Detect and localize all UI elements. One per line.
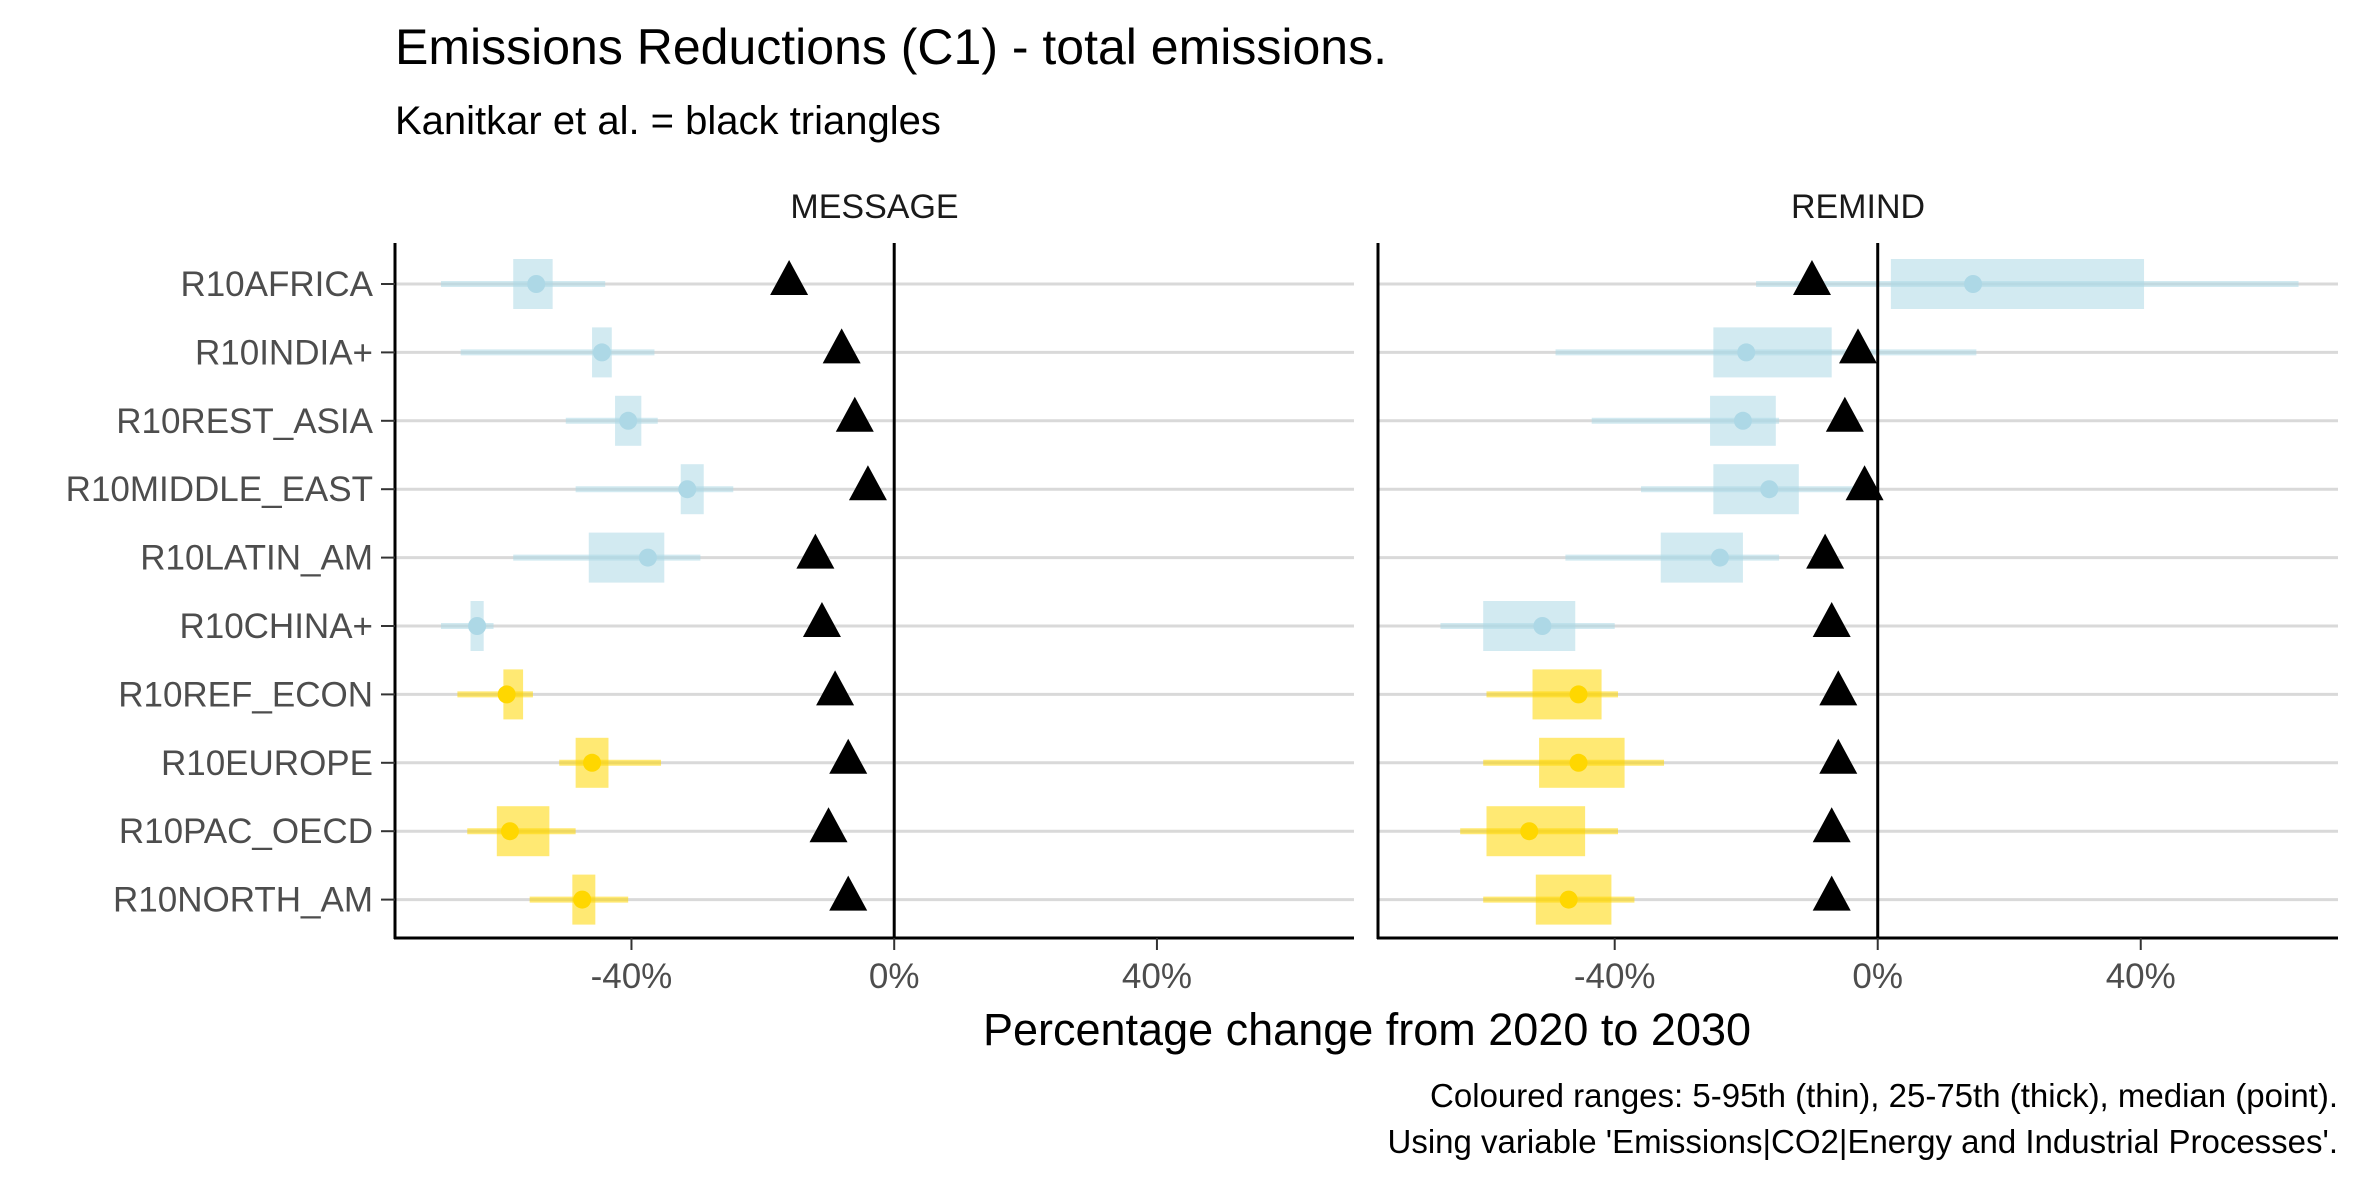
kanitkar-triangle-r10ref-econ [816, 670, 855, 706]
x-tick-label: 0% [869, 957, 920, 996]
caption-line-1: Coloured ranges: 5-95th (thin), 25-75th … [1430, 1077, 2338, 1114]
kanitkar-triangle-r10rest-asia [1825, 396, 1864, 432]
kanitkar-triangle-r10rest-asia [835, 396, 874, 432]
series-r10africa [440, 259, 606, 309]
x-tick-label: 40% [1122, 957, 1192, 996]
series-r10africa [1756, 259, 2299, 309]
median-point [1569, 685, 1588, 704]
kanitkar-triangle-r10china [802, 602, 841, 637]
x-tick-label: -40% [591, 957, 673, 996]
median-point [500, 822, 519, 841]
median-point [527, 275, 546, 293]
kanitkar-triangle-r10north-am [829, 875, 868, 911]
kanitkar-triangle-r10middle-east [1845, 465, 1884, 501]
series-r10europe [559, 737, 662, 788]
series-r10north-am [1483, 874, 1635, 925]
series-r10europe [1483, 737, 1665, 788]
median-point [1710, 548, 1729, 567]
y-tick-label-r10china: R10CHINA+ [179, 607, 373, 646]
kanitkar-triangle-r10pac-oecd [809, 807, 848, 843]
median-point [678, 480, 697, 499]
kanitkar-triangle-r10ref-econ [1819, 670, 1858, 706]
kanitkar-triangle-r10latin-am [1806, 533, 1845, 569]
median-point [497, 685, 516, 704]
median-point [1520, 822, 1539, 841]
series-r10middle-east [575, 464, 734, 515]
x-tick-label: 0% [1852, 957, 1903, 996]
series-r10china [440, 601, 494, 651]
series-r10india [460, 327, 655, 378]
y-tick-label-r10pac-oecd: R10PAC_OECD [119, 812, 373, 851]
y-tick-label-r10europe: R10EUROPE [161, 744, 373, 783]
kanitkar-triangle-r10europe [829, 738, 868, 774]
series-r10ref-econ [457, 669, 533, 720]
x-tick-label: 40% [2106, 957, 2176, 996]
series-r10china [1440, 601, 1615, 651]
median-point [1760, 480, 1779, 499]
x-axis-label: Percentage change from 2020 to 2030 [983, 1004, 1751, 1055]
series-r10latin-am [513, 532, 701, 583]
range-25-75 [1713, 464, 1799, 515]
series-r10india [1555, 327, 1977, 378]
range-25-75 [1713, 327, 1832, 378]
y-tick-label-r10ref-econ: R10REF_ECON [118, 675, 373, 714]
y-axis: R10AFRICA R10INDIA+ R10REST_ASIA R10MIDDLE_… [66, 265, 395, 920]
x-tick-label: -40% [1574, 957, 1656, 996]
facet-message: MESSAGE -40% 0% 40% [393, 188, 1354, 996]
facet-label-message: MESSAGE [790, 188, 958, 226]
kanitkar-triangle-r10europe [1819, 738, 1858, 774]
kanitkar-triangle-r10africa [1792, 260, 1831, 295]
series-r10rest-asia [1591, 395, 1780, 446]
median-point [1964, 275, 1983, 293]
y-tick-label-r10india: R10INDIA+ [195, 333, 373, 372]
median-point [1533, 617, 1552, 635]
range-25-75 [1890, 259, 2145, 309]
median-point [619, 411, 638, 430]
facet-remind: REMIND -40% 0% 40% [1376, 188, 2338, 996]
median-point [468, 617, 487, 635]
chart-subtitle: Kanitkar et al. = black triangles [395, 99, 941, 143]
kanitkar-triangle-r10africa [770, 260, 809, 295]
kanitkar-triangle-r10north-am [1812, 875, 1851, 911]
median-point [1569, 753, 1588, 772]
series-r10rest-asia [565, 395, 658, 446]
y-tick-label-r10africa: R10AFRICA [180, 265, 373, 304]
y-tick-label-r10middle-east: R10MIDDLE_EAST [66, 470, 373, 509]
median-point [1733, 411, 1752, 430]
facets: MESSAGE -40% 0% 40% REMIND -40% 0% 40% [393, 188, 2338, 996]
median-point [638, 548, 657, 567]
kanitkar-triangle-r10china [1812, 602, 1851, 637]
median-point [583, 753, 602, 772]
series-r10pac-oecd [1460, 806, 1618, 857]
caption-line-2: Using variable 'Emissions|CO2|Energy and… [1388, 1123, 2339, 1160]
kanitkar-triangle-r10pac-oecd [1812, 807, 1851, 843]
range-25-75 [1532, 669, 1602, 720]
y-tick-label-r10latin-am: R10LATIN_AM [140, 539, 373, 578]
median-point [1737, 343, 1756, 362]
median-point [592, 343, 611, 362]
median-point [1559, 890, 1578, 909]
series-r10ref-econ [1486, 669, 1618, 720]
chart-title: Emissions Reductions (C1) - total emissi… [395, 19, 1387, 75]
kanitkar-triangle-r10india [822, 328, 861, 364]
range-25-75 [1483, 601, 1576, 651]
series-r10latin-am [1565, 532, 1780, 583]
kanitkar-triangle-r10middle-east [848, 465, 887, 501]
median-point [573, 890, 592, 909]
series-r10middle-east [1641, 464, 1865, 515]
y-tick-label-r10north-am: R10NORTH_AM [113, 881, 373, 920]
facet-label-remind: REMIND [1791, 188, 1925, 226]
range-25-75 [1660, 532, 1743, 583]
kanitkar-triangle-r10india [1839, 328, 1877, 364]
kanitkar-triangle-r10latin-am [796, 533, 835, 569]
series-r10north-am [529, 874, 629, 925]
y-tick-label-r10rest-asia: R10REST_ASIA [116, 402, 373, 441]
series-r10pac-oecd [467, 806, 576, 857]
